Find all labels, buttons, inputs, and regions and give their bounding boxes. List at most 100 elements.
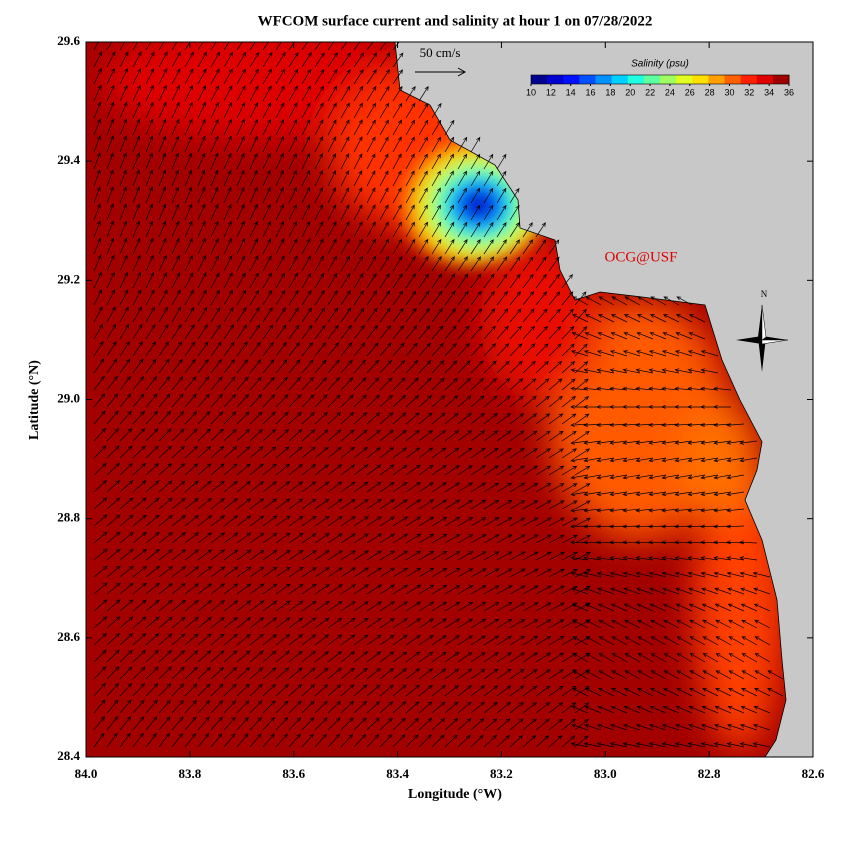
current-vector xyxy=(574,396,590,408)
current-vector xyxy=(661,556,680,561)
current-vector xyxy=(535,652,552,663)
current-vector xyxy=(418,734,432,748)
current-vector xyxy=(106,101,115,119)
current-vector xyxy=(288,700,302,714)
current-vector xyxy=(262,532,278,544)
current-vector xyxy=(288,394,302,408)
current-vector xyxy=(522,222,533,238)
current-vector xyxy=(741,688,758,697)
current-vector xyxy=(197,566,213,578)
current-vector xyxy=(457,360,471,374)
current-vector xyxy=(288,186,297,204)
current-vector xyxy=(275,446,290,459)
current-vector xyxy=(687,350,706,357)
current-vector xyxy=(93,649,107,663)
current-vector xyxy=(288,255,298,272)
current-vector xyxy=(405,734,419,748)
current-vector xyxy=(598,688,615,697)
current-vector xyxy=(676,653,693,663)
current-vector xyxy=(713,404,732,409)
current-vector xyxy=(405,290,417,306)
current-vector xyxy=(661,474,680,480)
current-vector xyxy=(171,633,186,646)
current-vector xyxy=(119,428,133,442)
current-vector xyxy=(236,169,245,187)
colorbar: 10 12 14 16 18 20 22 24 26 28 30 32 34 36 xyxy=(526,74,794,97)
current-vector xyxy=(635,491,654,497)
current-vector xyxy=(301,567,317,578)
current-vector xyxy=(132,666,146,680)
current-vector xyxy=(236,650,251,663)
current-vector xyxy=(636,587,654,595)
current-vector xyxy=(418,102,429,119)
current-vector xyxy=(379,516,395,527)
current-vector xyxy=(210,497,226,510)
current-vector xyxy=(379,447,395,459)
current-vector xyxy=(624,619,641,629)
current-vector xyxy=(171,532,187,544)
current-vector xyxy=(650,619,667,629)
current-vector xyxy=(713,571,732,578)
current-vector xyxy=(288,221,298,238)
current-vector xyxy=(674,350,693,357)
current-vector xyxy=(171,324,182,340)
current-vector xyxy=(713,508,732,513)
current-vector xyxy=(366,617,382,629)
current-vector xyxy=(509,290,522,306)
current-vector xyxy=(444,482,460,493)
current-vector xyxy=(314,515,330,527)
current-vector xyxy=(405,668,421,680)
current-vector xyxy=(210,118,219,136)
current-vector xyxy=(509,448,525,459)
current-vector xyxy=(132,341,143,357)
current-vector xyxy=(301,359,314,374)
colorbar-segment xyxy=(692,75,709,84)
current-vector xyxy=(418,601,435,612)
current-vector xyxy=(609,440,628,445)
current-vector xyxy=(522,256,534,272)
current-vector xyxy=(132,565,147,578)
current-vector xyxy=(405,325,418,340)
current-vector xyxy=(714,705,732,714)
current-vector xyxy=(184,289,194,306)
current-vector xyxy=(223,152,232,170)
current-vector xyxy=(288,498,304,510)
current-vector xyxy=(262,411,276,425)
current-vector xyxy=(431,601,448,612)
current-vector xyxy=(366,342,379,357)
current-vector xyxy=(379,550,396,561)
current-vector xyxy=(184,445,199,459)
colorbar-tick-label: 14 xyxy=(566,87,576,97)
current-vector xyxy=(431,136,441,153)
current-vector xyxy=(418,447,434,459)
current-vector xyxy=(119,271,128,289)
current-vector xyxy=(496,395,511,408)
current-vector xyxy=(197,445,212,459)
current-vector xyxy=(249,203,258,221)
current-vector xyxy=(158,393,171,408)
current-vector xyxy=(223,376,236,391)
current-vector xyxy=(598,653,615,663)
current-vector xyxy=(158,633,173,646)
current-vector xyxy=(171,428,185,442)
current-vector xyxy=(509,430,525,442)
current-vector xyxy=(236,255,246,272)
current-vector xyxy=(132,42,139,51)
current-vector xyxy=(624,636,641,646)
current-vector xyxy=(340,52,351,68)
current-vector xyxy=(661,368,680,374)
current-vector xyxy=(379,69,390,85)
current-vector xyxy=(648,457,667,463)
current-vector xyxy=(106,599,121,612)
current-vector xyxy=(106,220,114,238)
current-vector xyxy=(93,582,108,595)
current-vector xyxy=(106,732,118,748)
current-vector xyxy=(674,368,693,374)
colorbar-tick-label: 26 xyxy=(685,87,695,97)
current-vector xyxy=(418,153,428,170)
current-vector xyxy=(119,732,131,748)
current-vector xyxy=(275,119,285,136)
current-vector xyxy=(570,386,589,391)
x-tick-label: 84.0 xyxy=(75,766,98,781)
current-vector xyxy=(392,533,409,544)
